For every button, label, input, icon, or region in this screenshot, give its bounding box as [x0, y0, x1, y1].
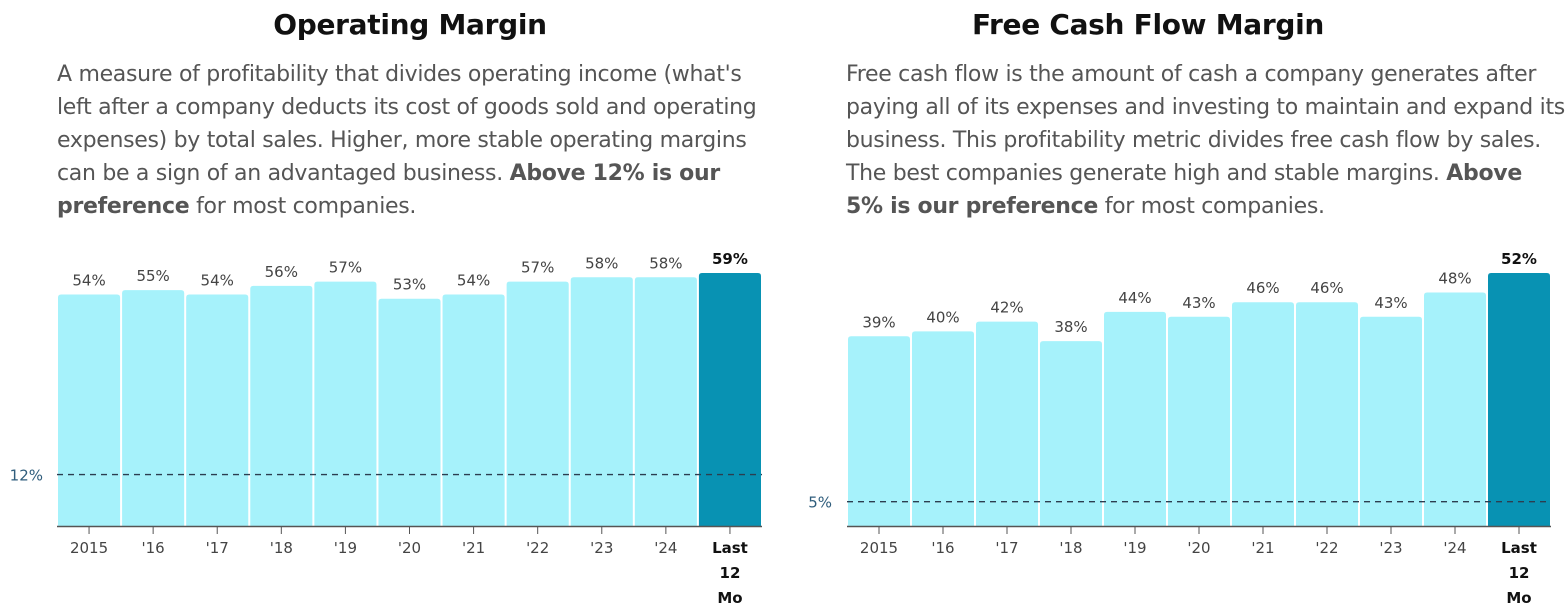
data-label: 57%	[329, 259, 362, 277]
chart-description: Free cash flow is the amount of cash a c…	[846, 58, 1566, 223]
data-label: 39%	[862, 313, 895, 331]
bar	[58, 294, 121, 526]
x-tick-label: '21	[462, 539, 485, 557]
reference-label: 12%	[10, 467, 43, 485]
x-tick-label: '24	[1443, 539, 1466, 557]
preference-bold: Above 5% is our preference	[846, 161, 1522, 219]
data-label: 44%	[1118, 289, 1151, 307]
data-label: 54%	[457, 271, 490, 289]
x-tick-label: '21	[1251, 539, 1274, 557]
bar	[976, 321, 1038, 526]
free-cash-flow-margin-chart: 39% 2015 40% '16 42% '17 38% '18 44% '19 43% '20 46%…	[808, 250, 1551, 607]
x-tick-label: '19	[334, 539, 357, 557]
data-label: 58%	[649, 254, 682, 272]
bar	[1104, 311, 1166, 526]
x-tick-label: Last 12 Mo	[712, 539, 748, 607]
bar	[506, 281, 569, 526]
preference-bold: Above 12% is our preference	[57, 161, 720, 219]
data-label: 57%	[521, 259, 554, 277]
bar-highlight	[1488, 273, 1550, 526]
description-text: Free cash flow is the amount of cash a c…	[846, 62, 1565, 186]
data-label: 55%	[136, 267, 169, 285]
bar	[912, 331, 974, 526]
operating-margin-panel: Operating Margin A measure of profitabil…	[0, 0, 762, 614]
chart-title: Operating Margin	[273, 8, 547, 41]
x-tick-label: '17	[206, 539, 229, 557]
chart-title: Free Cash Flow Margin	[971, 8, 1325, 41]
operating-margin-chart: 54% 2015 55% '16 54% '17 56% '18 57% '19 53% '20 54%…	[10, 250, 762, 607]
data-label: 54%	[72, 271, 105, 289]
bar	[250, 285, 313, 526]
data-label: 43%	[1374, 294, 1407, 312]
data-label: 53%	[393, 276, 426, 294]
bar	[122, 290, 185, 526]
x-tick-label: '16	[931, 539, 954, 557]
data-label: 52%	[1501, 250, 1537, 268]
data-label: 43%	[1182, 294, 1215, 312]
x-tick-label: '18	[270, 539, 293, 557]
chart-description: A measure of profitability that divides …	[57, 58, 777, 223]
data-label: 46%	[1246, 279, 1279, 297]
x-tick-label: '22	[526, 539, 549, 557]
free-cash-flow-margin-panel: Free Cash Flow Margin Free cash flow is …	[790, 0, 1565, 614]
preference-rest: for most companies.	[189, 194, 417, 219]
bar	[1296, 302, 1358, 526]
data-label: 56%	[265, 263, 298, 281]
bar	[848, 336, 910, 526]
x-tick-label: '20	[1187, 539, 1210, 557]
bar-highlight	[698, 273, 761, 526]
x-tick-label: '19	[1123, 539, 1146, 557]
data-label: 46%	[1310, 279, 1343, 297]
x-tick-label: '23	[1379, 539, 1402, 557]
x-tick-label: '22	[1315, 539, 1338, 557]
bar	[1232, 302, 1294, 526]
data-label: 59%	[712, 250, 748, 268]
bar	[1360, 316, 1422, 526]
bar	[1040, 341, 1102, 526]
bar	[314, 281, 377, 526]
x-tick-label: 2015	[70, 539, 108, 557]
data-label: 48%	[1438, 269, 1471, 287]
x-tick-label: Last 12 Mo	[1501, 539, 1537, 607]
data-label: 40%	[926, 308, 959, 326]
x-tick-label: '18	[1059, 539, 1082, 557]
data-label: 42%	[990, 299, 1023, 317]
bar	[570, 277, 633, 526]
x-tick-label: '20	[398, 539, 421, 557]
x-tick-label: '23	[590, 539, 613, 557]
x-tick-label: '24	[654, 539, 677, 557]
bar	[1168, 316, 1230, 526]
description-text: A measure of profitability that divides …	[57, 62, 757, 186]
x-tick-label: '17	[995, 539, 1018, 557]
data-label: 54%	[201, 271, 234, 289]
x-tick-label: '16	[142, 539, 165, 557]
data-label: 58%	[585, 254, 618, 272]
bar	[1424, 292, 1486, 526]
preference-rest: for most companies.	[1098, 194, 1325, 219]
bar	[378, 298, 441, 526]
x-tick-label: 2015	[860, 539, 898, 557]
bar	[186, 294, 249, 526]
reference-label: 5%	[808, 494, 832, 512]
data-label: 38%	[1054, 318, 1087, 336]
bar	[634, 277, 697, 526]
bar	[442, 294, 505, 526]
